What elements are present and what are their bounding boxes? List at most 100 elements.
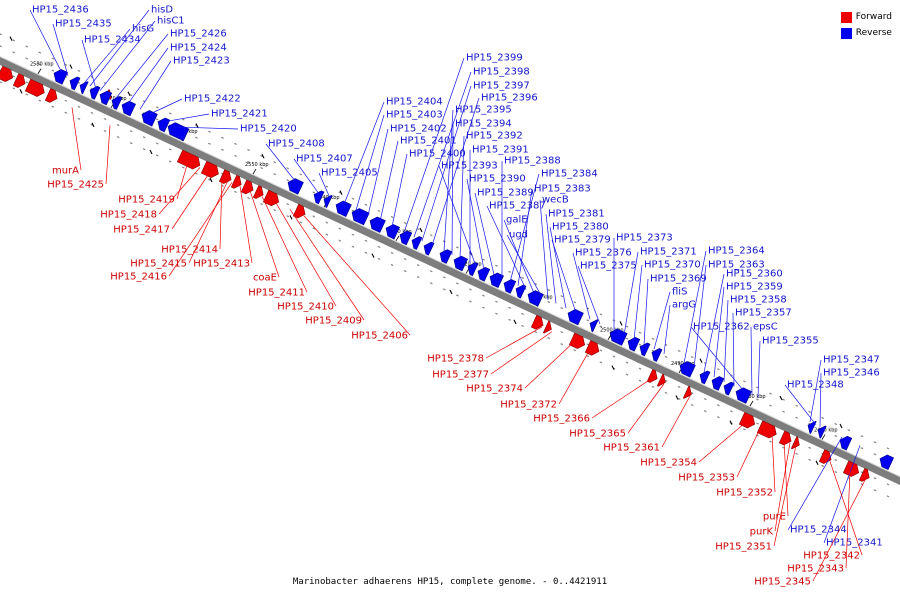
tick-label: 2580 kbp: [30, 62, 54, 68]
legend-forward-label: Forward: [855, 12, 892, 22]
reverse-gene-label: argG: [672, 300, 696, 311]
leader-line: [139, 60, 172, 110]
reverse-gene-label: HP15_2435: [55, 19, 112, 30]
track-marker: [371, 253, 375, 258]
forward-gene-label: HP15_2366: [533, 414, 590, 425]
reverse-gene-label: HP15_2348: [787, 380, 844, 391]
reverse-gene-label: HP15_2369: [650, 274, 707, 285]
track-marker: [619, 321, 623, 326]
backbone-highlight: [0, 56, 900, 477]
leader-line: [443, 109, 454, 252]
legend-reverse-label: Reverse: [855, 28, 892, 38]
gene-arrow: [818, 449, 832, 464]
leader-line: [105, 125, 111, 185]
reverse-gene-label: HP15_2388: [504, 156, 561, 167]
leader-line: [219, 177, 223, 250]
caption: Marinobacter adhaerens HP15, complete ge…: [292, 577, 608, 587]
gene-arrow: [477, 266, 491, 282]
leader-line: [823, 445, 861, 544]
forward-gene-label: HP15_2352: [716, 488, 773, 499]
forward-gene-label: HP15_2416: [110, 272, 167, 283]
reverse-gene-label: HP15_2422: [184, 94, 241, 105]
reverse-gene-label: HP15_2391: [472, 145, 529, 156]
leader-line: [506, 234, 543, 298]
leader-line: [431, 97, 480, 246]
reverse-gene-label: wecB: [542, 195, 569, 206]
leader-line: [29, 9, 63, 74]
gene-arrow: [141, 110, 158, 127]
leader-line: [391, 153, 408, 228]
tick-mark: [252, 168, 257, 175]
forward-gene-label: HP15_2361: [603, 443, 660, 454]
leader-line: [466, 178, 485, 270]
tick-label: 2480 kbp: [742, 394, 766, 400]
leader-line: [774, 442, 791, 532]
forward-gene-label: HP15_2418: [100, 210, 157, 221]
leader-line: [127, 47, 169, 104]
forward-gene-label: HP15_2374: [466, 384, 523, 395]
tick-label: 2550 kbp: [245, 162, 269, 168]
forward-gene-label: HP15_2351: [715, 542, 772, 553]
reverse-gene-label: HP15_2364: [708, 246, 765, 257]
reverse-gene-label: HP15_2407: [296, 154, 353, 165]
leader-line: [809, 359, 822, 423]
track-marker: [449, 289, 453, 295]
reverse-gene-label: HP15_2404: [386, 97, 443, 108]
leader-line: [572, 252, 591, 320]
reverse-gene-label: HP15_2434: [84, 35, 141, 46]
reverse-gene-label: HP15_2399: [466, 53, 523, 64]
gene-arrow: [439, 249, 453, 264]
track-marker: [289, 215, 293, 220]
leader-line: [81, 39, 97, 89]
reverse-gene-label: HP15_2420: [240, 124, 297, 135]
leader-line: [343, 101, 385, 205]
leader-line: [643, 278, 649, 345]
gene-arrow: [842, 460, 860, 477]
leader-line: [261, 196, 308, 293]
gene-arrow: [699, 370, 711, 385]
reverse-gene-label: HP15_2397: [473, 81, 530, 92]
gene-arrow: [711, 376, 725, 391]
reverse-gene-label: HP15_2347: [823, 355, 880, 366]
leader-line: [165, 113, 210, 122]
leader-line: [693, 264, 707, 368]
track-marker: [815, 460, 819, 466]
leader-line: [653, 291, 671, 350]
reverse-gene-label: HP15_2401: [400, 136, 457, 147]
leader-line: [771, 434, 776, 493]
leader-line: [318, 172, 331, 199]
forward-gene-label: HP15_2411: [248, 288, 305, 299]
leader-line: [683, 250, 707, 364]
reverse-gene-label: epsC: [753, 322, 778, 333]
leader-line: [627, 383, 665, 434]
reverse-gene-label: HP15_2389: [477, 188, 534, 199]
gene-arrow: [682, 385, 692, 399]
gene-arrow: [351, 208, 370, 226]
reverse-gene-label: HP15_2373: [616, 233, 673, 244]
reverse-gene-label: HP15_2380: [552, 222, 609, 233]
leader-line: [176, 161, 189, 200]
gene-arrow: [218, 169, 232, 184]
leader-line: [773, 445, 797, 547]
gene-arrow: [111, 96, 123, 110]
tick-mark: [749, 400, 754, 407]
gene-arrow: [651, 348, 663, 362]
reverse-gene-label: HP15_2370: [644, 260, 701, 271]
reverse-gene-label: HP15_2405: [321, 168, 378, 179]
gene-arrow: [12, 73, 26, 88]
track-marker: [699, 358, 703, 363]
forward-gene-label: HP15_2409: [305, 316, 362, 327]
leader-line: [490, 331, 553, 375]
gene-arrow: [89, 85, 101, 100]
gene-arrow: [44, 88, 58, 103]
reverse-gene-label: HP15_2346: [823, 368, 880, 379]
leader-line: [52, 23, 69, 76]
leader-line: [783, 439, 789, 517]
leader-line: [413, 71, 472, 238]
track-marker: [9, 36, 13, 41]
gene-arrow: [515, 284, 527, 299]
forward-gene-label: HP15_2354: [640, 458, 697, 469]
reverse-gene-label: HP15_2358: [730, 295, 787, 306]
reverse-gene-label: HP15_2421: [211, 109, 268, 120]
